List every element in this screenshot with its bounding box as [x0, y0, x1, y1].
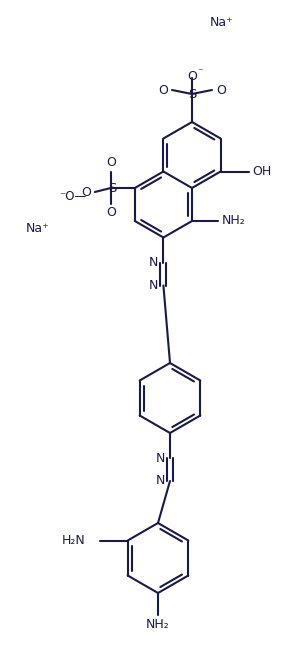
- Text: ⁻O—: ⁻O—: [59, 190, 87, 202]
- Text: N: N: [149, 256, 158, 269]
- Text: NH₂: NH₂: [222, 215, 246, 227]
- Text: O: O: [81, 186, 91, 198]
- Text: O: O: [106, 206, 116, 219]
- Text: S: S: [108, 182, 116, 194]
- Text: OH: OH: [252, 165, 271, 178]
- Text: Na⁺: Na⁺: [210, 15, 234, 28]
- Text: Na⁺: Na⁺: [26, 221, 50, 235]
- Text: ⁻: ⁻: [197, 67, 203, 77]
- Text: H₂N: H₂N: [62, 534, 86, 547]
- Text: O: O: [158, 83, 168, 97]
- Text: O: O: [106, 157, 116, 169]
- Text: S: S: [188, 87, 196, 100]
- Text: N: N: [149, 279, 158, 292]
- Text: NH₂: NH₂: [146, 619, 170, 631]
- Text: N: N: [155, 475, 165, 488]
- Text: O: O: [216, 83, 226, 97]
- Text: N: N: [155, 451, 165, 465]
- Text: O: O: [187, 71, 197, 83]
